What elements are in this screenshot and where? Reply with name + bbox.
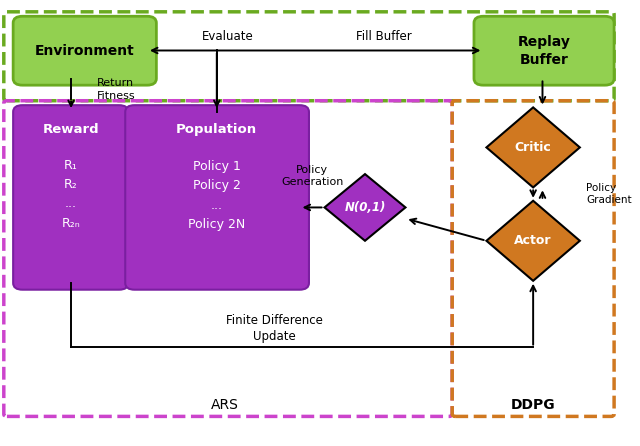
Text: Replay
Buffer: Replay Buffer <box>517 35 570 66</box>
Polygon shape <box>486 201 580 281</box>
Text: Evaluate: Evaluate <box>202 30 254 43</box>
Text: Population: Population <box>176 123 257 136</box>
Polygon shape <box>486 107 580 187</box>
Text: Reward: Reward <box>43 123 99 136</box>
Text: R₂: R₂ <box>64 178 78 191</box>
Text: Critic: Critic <box>515 141 552 154</box>
Text: N(0,1): N(0,1) <box>344 201 386 214</box>
Text: Policy 2: Policy 2 <box>193 179 241 192</box>
Text: ARS: ARS <box>211 398 239 412</box>
Text: ...: ... <box>211 199 223 212</box>
FancyBboxPatch shape <box>13 16 156 85</box>
Text: Finite Difference
Update: Finite Difference Update <box>227 314 323 343</box>
Text: DDPG: DDPG <box>511 398 556 412</box>
Text: Policy 2N: Policy 2N <box>188 218 245 231</box>
Text: ...: ... <box>65 198 77 211</box>
Polygon shape <box>324 174 406 241</box>
Text: R₂ₙ: R₂ₙ <box>61 217 81 231</box>
Text: Fill Buffer: Fill Buffer <box>356 30 412 43</box>
Text: Return
Fitness: Return Fitness <box>97 78 136 101</box>
FancyBboxPatch shape <box>474 16 614 85</box>
Text: Policy
Generation: Policy Generation <box>281 165 343 187</box>
Text: Environment: Environment <box>35 44 134 58</box>
Text: R₁: R₁ <box>64 159 78 172</box>
FancyBboxPatch shape <box>125 105 309 290</box>
Text: Actor: Actor <box>515 234 552 247</box>
FancyBboxPatch shape <box>13 105 129 290</box>
Text: Policy
Gradient: Policy Gradient <box>586 183 632 205</box>
Text: Policy 1: Policy 1 <box>193 160 241 173</box>
